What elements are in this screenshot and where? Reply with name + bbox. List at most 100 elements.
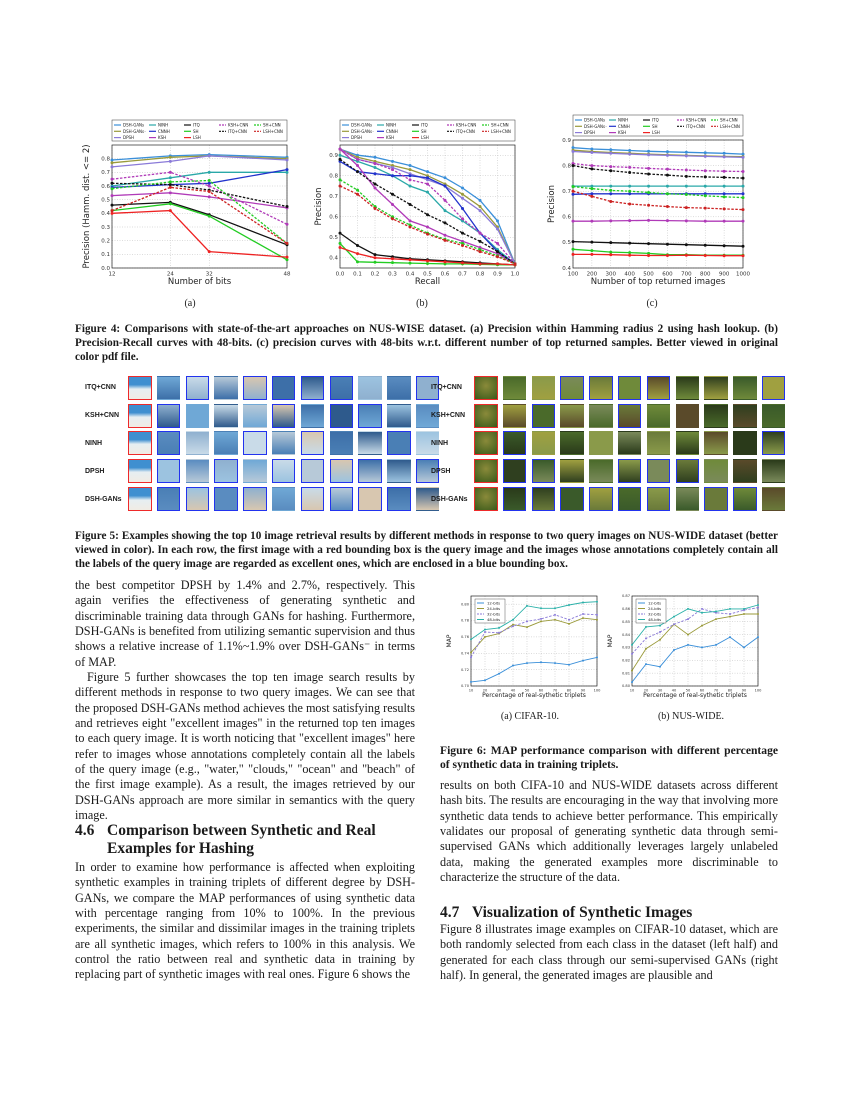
result-image: [214, 403, 238, 428]
data-point: [715, 618, 717, 621]
data-point: [478, 246, 482, 249]
y-tick-label: 0.0: [101, 266, 110, 272]
y-tick-label: 0.74: [461, 651, 470, 655]
excellent-result-image: [761, 431, 786, 456]
data-point: [743, 607, 745, 610]
series-ksh-cnn: [338, 147, 517, 266]
data-point: [665, 192, 669, 196]
x-tick-label: 100: [594, 689, 602, 693]
result-image: [329, 431, 354, 456]
data-point: [426, 176, 429, 180]
series-12-bits: [631, 636, 759, 684]
data-point: [496, 241, 499, 245]
data-point: [285, 241, 289, 245]
x-tick-label: 700: [681, 272, 692, 278]
data-point: [631, 681, 633, 684]
y-tick-label: 0.2: [101, 239, 110, 245]
excellent-result-image: [271, 375, 296, 400]
data-point: [722, 192, 726, 196]
result-image: [589, 459, 613, 484]
data-point: [461, 239, 464, 243]
data-point: [443, 260, 447, 264]
excellent-result-image: [704, 487, 728, 512]
x-tick-label: 0.5: [423, 272, 432, 278]
x-tick-label: 800: [700, 272, 711, 278]
y-tick-label: 0.8: [329, 174, 338, 180]
y-tick-label: 0.72: [461, 668, 469, 672]
x-tick-label: 0.3: [388, 272, 397, 278]
excellent-result-image: [387, 487, 411, 512]
x-tick-label: 0.4: [406, 272, 415, 278]
legend-label: SH+CNN: [720, 118, 738, 123]
data-point: [628, 192, 632, 196]
series-itq-cnn: [571, 164, 745, 180]
data-point: [426, 225, 429, 229]
series-itq-cnn: [110, 181, 289, 208]
y-tick-label: 0.5: [562, 240, 571, 246]
data-point: [665, 242, 669, 246]
result-image: [214, 431, 238, 456]
data-point: [478, 205, 482, 208]
data-point: [391, 261, 394, 265]
data-point: [285, 205, 289, 208]
data-point: [715, 610, 717, 613]
data-point: [526, 604, 528, 607]
figure4a-chart: 12 24 32 48 0.0 0.1 0.2 0.3 0.4 0.5 0.6 0.7 0.8 Numbe…: [80, 118, 295, 298]
figure6-caption-text: MAP performance comparison with differen…: [440, 744, 779, 771]
data-point: [496, 227, 499, 231]
data-point: [582, 617, 584, 620]
x-tick-label: 100: [755, 689, 763, 693]
x-axis-label: Recall: [415, 277, 440, 287]
legend-label: DSH-GANs: [123, 123, 144, 128]
result-row: ITQ+CNN: [431, 374, 791, 402]
data-point: [207, 179, 211, 183]
data-point: [582, 659, 584, 662]
y-axis-label: Precision (Hamm. dist. <= 2): [82, 144, 92, 268]
data-point: [207, 170, 211, 174]
result-image: [733, 431, 757, 456]
result-image: [243, 403, 267, 428]
data-point: [168, 183, 172, 187]
excellent-result-image: [733, 487, 757, 512]
data-point: [168, 185, 172, 189]
data-point: [684, 174, 688, 178]
data-point: [356, 157, 359, 161]
series-line: [111, 155, 288, 168]
series-sh: [110, 202, 289, 262]
excellent-result-image: [675, 459, 700, 484]
method-label: KSH+CNN: [431, 412, 466, 420]
x-tick-label: 0.0: [336, 272, 345, 278]
result-image: [185, 431, 210, 456]
data-point: [338, 231, 342, 235]
data-point: [729, 636, 731, 639]
method-label: DSH-GANs: [431, 495, 468, 503]
plot-frame: [339, 144, 516, 269]
data-point: [554, 607, 556, 610]
data-point: [757, 636, 759, 639]
excellent-result-image: [243, 375, 267, 400]
result-image: [589, 403, 613, 428]
data-point: [554, 618, 556, 621]
result-image: [560, 459, 584, 484]
result-row: NINH: [431, 430, 791, 458]
data-point: [443, 238, 447, 242]
legend-label: 12-bits: [487, 600, 500, 605]
data-point: [665, 253, 669, 257]
data-point: [684, 193, 688, 197]
x-tick-label: 0.2: [371, 272, 380, 278]
data-point: [729, 615, 731, 618]
data-point: [628, 189, 632, 193]
data-point: [568, 663, 570, 666]
data-point: [110, 211, 114, 215]
excellent-result-image: [617, 487, 642, 512]
data-point: [391, 257, 394, 261]
result-image: [589, 431, 613, 456]
figure4-caption-label: Figure 4:: [75, 323, 121, 335]
legend-label: LSH+CNN: [720, 124, 740, 129]
data-point: [443, 182, 447, 186]
data-point: [408, 178, 412, 182]
y-tick-label: 0.3: [101, 225, 110, 231]
data-point: [659, 665, 661, 668]
legend-label: ITQ: [652, 118, 659, 123]
y-tick-label: 0.82: [622, 658, 630, 662]
